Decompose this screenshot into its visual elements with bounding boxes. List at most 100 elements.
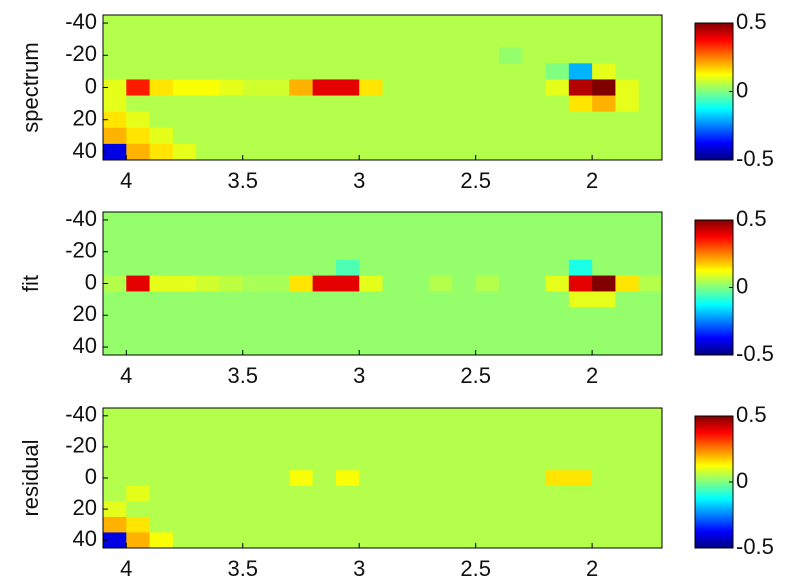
heatmap-cell [545,111,570,129]
heatmap-cell [196,454,220,471]
heatmap-cell [429,95,453,113]
heatmap-cell [498,127,523,145]
heatmap-cell [359,259,383,277]
heatmap-cell [545,47,570,64]
heatmap-cell [196,31,220,48]
heatmap-cell [335,79,360,97]
heatmap-cell [312,408,337,425]
heatmap-cell [545,323,570,340]
heatmap-cell [219,143,244,161]
heatmap-cell [498,31,523,48]
heatmap-cell [149,47,174,64]
heatmap-cell [266,423,290,440]
heatmap-cell [196,227,220,245]
heatmap-cell [638,532,663,549]
x-tick-label: 4 [120,556,132,581]
heatmap-cell [638,127,663,145]
heatmap-cell [615,516,640,533]
heatmap-cell [103,111,127,129]
heatmap-cell [638,516,663,533]
heatmap-cell [103,501,127,518]
heatmap-cell [382,212,407,229]
heatmap-cell [475,454,500,471]
heatmap-cell [382,143,407,161]
heatmap-cell [312,323,337,340]
heatmap-cell [568,516,593,533]
heatmap-cell [522,79,547,97]
heatmap-cell [359,485,383,502]
heatmap-cell [359,408,383,425]
heatmap-cell [545,95,570,113]
heatmap-cell [545,423,570,440]
heatmap-cell [568,275,593,292]
heatmap-cell [312,227,337,245]
heatmap-cell [545,79,570,97]
heatmap-cell [522,275,547,292]
heatmap-cell [545,439,570,456]
heatmap-cell [312,275,337,292]
heatmap-cell [126,95,151,113]
heatmap-cell [219,275,244,292]
heatmap-cell [196,339,220,356]
heatmap-cell [545,339,570,356]
heatmap-cell [335,516,360,533]
heatmap-cell [149,485,174,502]
colorbar-tick-label: 0.5 [736,9,767,34]
heatmap-cell [266,95,290,113]
heatmap-cell [452,454,477,471]
heatmap-cell [312,63,337,80]
heatmap-cell [359,15,383,32]
x-tick-label: 3 [353,168,365,193]
x-tick-label: 3.5 [227,363,258,388]
heatmap-cell [219,323,244,340]
heatmap-cell [126,47,151,64]
heatmap-cell [452,291,477,308]
heatmap-cell [638,275,663,292]
heatmap-cell [335,408,360,425]
heatmap-cell [242,15,267,32]
heatmap-cell [172,243,197,261]
heatmap-cell [103,63,127,80]
heatmap-cell [452,227,477,245]
heatmap-cell [382,243,407,261]
heatmap-cell [592,501,616,518]
heatmap-cell [452,439,477,456]
heatmap-cell [335,95,360,113]
heatmap-cell [452,423,477,440]
heatmap-cell [498,143,523,161]
heatmap-cell [196,143,220,161]
heatmap-cell [382,47,407,64]
heatmap-cell [172,111,197,129]
heatmap-cell [219,485,244,502]
heatmap-cell [452,470,477,487]
heatmap-cell [196,15,220,32]
heatmap-cell [429,227,453,245]
colorbar-tick-label: 0 [736,273,748,298]
heatmap-cell [289,79,314,97]
heatmap-cell [615,127,640,145]
heatmap-cell [103,15,127,32]
heatmap-cell [429,243,453,261]
heatmap-cell [196,259,220,277]
heatmap-cell [266,15,290,32]
heatmap-cell [498,212,523,229]
heatmap-cell [615,501,640,518]
heatmap-cell [545,291,570,308]
heatmap-cell [545,143,570,161]
heatmap-cell [312,95,337,113]
heatmap-cell [172,259,197,277]
heatmap-cell [196,516,220,533]
heatmap-cell [498,291,523,308]
heatmap-cell [312,439,337,456]
heatmap-cell [429,408,453,425]
heatmap-cell [219,470,244,487]
heatmap-cell [312,454,337,471]
heatmap-cell [452,243,477,261]
heatmap-cell [615,423,640,440]
heatmap-cell [405,79,430,97]
heatmap-cell [149,243,174,261]
heatmap-cell [405,111,430,129]
colorbar-tick-label: -0.5 [736,341,774,366]
heatmap-cell [219,31,244,48]
heatmap-cell [615,243,640,261]
